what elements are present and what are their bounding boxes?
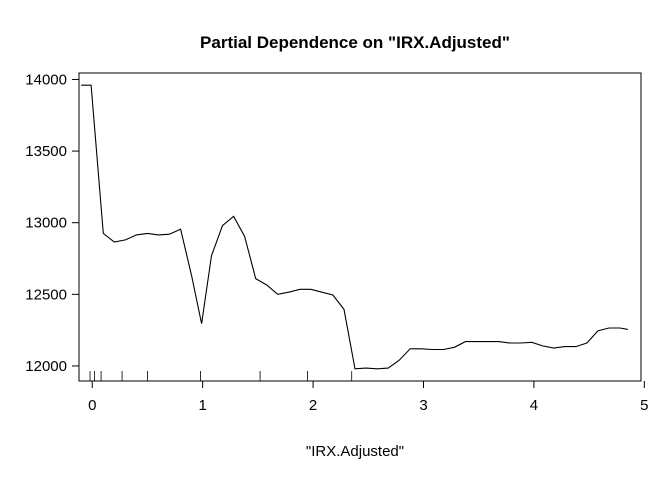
y-axis: 12000 12500 13000 13500 14000 (25, 71, 79, 375)
y-tick-label: 12500 (25, 286, 67, 303)
partial-dependence-line (81, 84, 628, 370)
x-tick-label: 5 (640, 397, 648, 414)
y-tick-label: 12000 (25, 358, 67, 375)
chart-title: Partial Dependence on "IRX.Adjusted" (200, 33, 510, 52)
y-tick-label: 13500 (25, 143, 67, 160)
x-axis-label: "IRX.Adjusted" (306, 443, 404, 460)
x-tick-label: 4 (530, 397, 538, 414)
plot-frame (78, 72, 642, 382)
x-tick-label: 3 (419, 397, 427, 414)
x-axis: 0 1 2 3 4 5 (88, 381, 648, 414)
y-tick-label: 14000 (25, 71, 67, 88)
x-tick-label: 1 (198, 397, 206, 414)
x-tick-label: 0 (88, 397, 96, 414)
rug-ticks (89, 371, 353, 381)
x-tick-label: 2 (309, 397, 317, 414)
y-tick-label: 13000 (25, 215, 67, 232)
